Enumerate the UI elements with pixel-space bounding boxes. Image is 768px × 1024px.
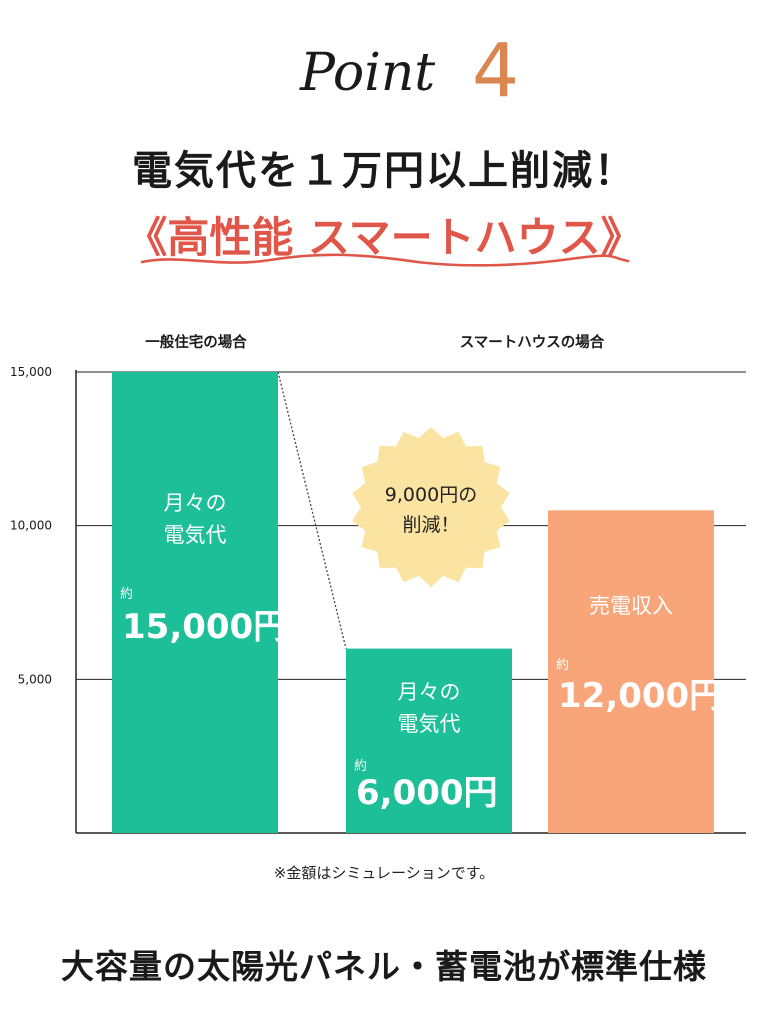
savings-badge-text: 削減！ — [402, 514, 459, 536]
y-tick-label: 15,000 — [10, 365, 52, 379]
bar — [548, 510, 714, 833]
y-tick-label: 5,000 — [18, 672, 52, 686]
bar-value-prefix: 約 — [556, 658, 569, 673]
headline: 電気代を１万円以上削減！ — [132, 147, 636, 194]
bar-value-prefix: 約 — [120, 587, 133, 602]
group-label: 一般住宅の場合 — [145, 333, 247, 351]
savings-badge — [352, 427, 510, 587]
bar-value: 6,000円 — [356, 773, 498, 813]
bar-value-prefix: 約 — [354, 759, 367, 774]
bar-label: 電気代 — [164, 523, 227, 547]
bar-label: 電気代 — [398, 712, 461, 736]
wavy-underline — [140, 253, 630, 267]
logo-number: 4 — [472, 28, 519, 110]
group-label: スマートハウスの場合 — [460, 333, 605, 351]
bar-label: 月々の — [164, 491, 227, 515]
point-logo: Point 4 — [299, 28, 519, 110]
bar-value: 15,000円 — [122, 607, 287, 647]
footnote: ※金額はシミュレーションです。 — [273, 864, 495, 882]
bar — [112, 372, 278, 833]
tagline: 大容量の太陽光パネル・蓄電池が標準仕様 — [61, 947, 707, 986]
y-tick-label: 10,000 — [10, 519, 52, 533]
bar — [346, 648, 512, 833]
bar-value: 12,000円 — [558, 676, 723, 716]
logo-point-text: Point — [299, 43, 435, 103]
savings-badge-text: 9,000円の — [385, 484, 477, 506]
bar-label: 月々の — [398, 680, 461, 704]
subheadline: 《高性能 スマートハウス》 — [125, 213, 643, 262]
connector-dotted-line — [277, 371, 347, 649]
bar-label: 売電収入 — [589, 594, 673, 618]
